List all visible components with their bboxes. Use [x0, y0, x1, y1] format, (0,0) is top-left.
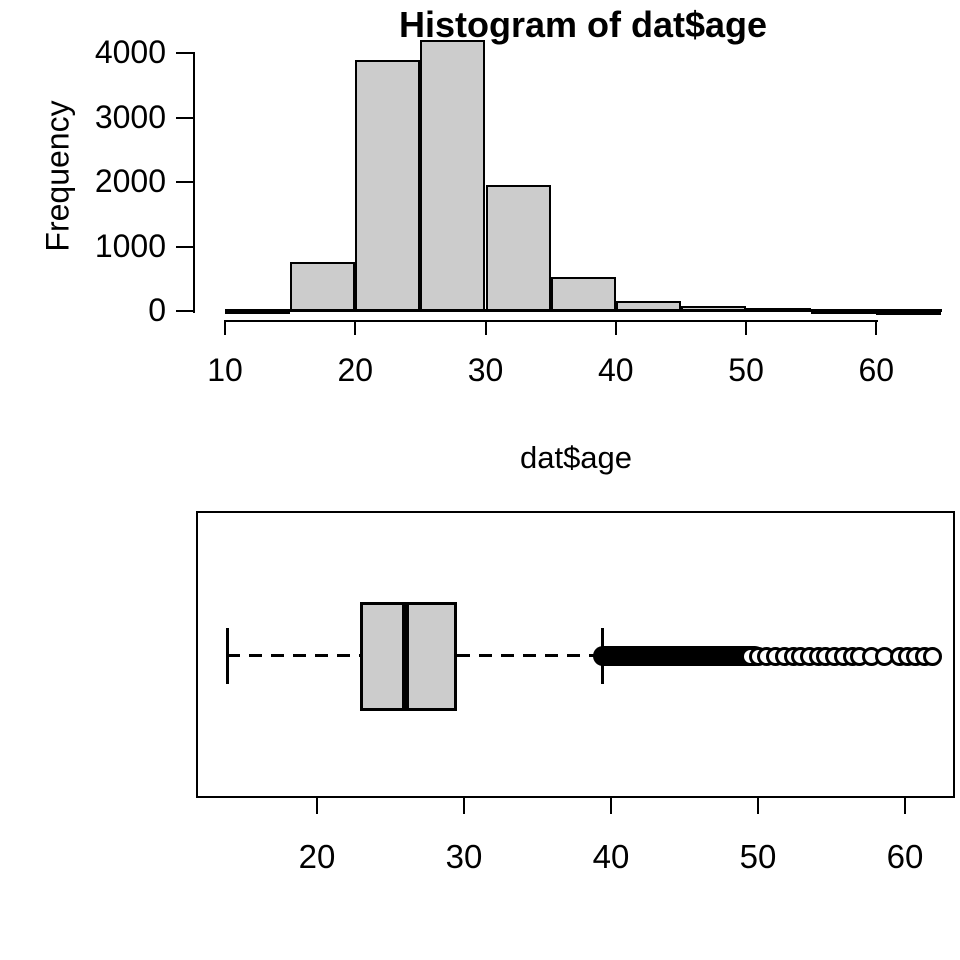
boxplot-x-tick: [610, 798, 612, 814]
x-tick: [354, 320, 357, 335]
y-tick-label: 0: [148, 291, 166, 328]
y-tick: [176, 245, 194, 248]
x-tick: [875, 320, 878, 335]
outlier-circle: [923, 646, 943, 666]
x-tick: [745, 320, 748, 335]
boxplot-x-tick-label: 20: [298, 838, 336, 875]
histogram-xlabel: dat$age: [519, 440, 633, 475]
hist-bar: [680, 306, 746, 311]
hist-bar: [811, 309, 877, 314]
upper-whisker-line: [456, 654, 603, 657]
x-tick-label: 60: [858, 352, 895, 388]
histogram-x-axis: [224, 320, 878, 322]
outlier-band: [593, 646, 766, 666]
y-tick: [176, 181, 194, 183]
median-line: [401, 602, 409, 711]
x-tick-label: 10: [207, 352, 243, 388]
lower-whisker-line: [227, 654, 360, 657]
histogram-title: Histogram of dat$age: [398, 4, 768, 45]
hist-bar: [485, 184, 551, 311]
boxplot-x-tick-label: 40: [592, 838, 630, 875]
boxplot-x-tick-label: 50: [739, 838, 777, 875]
boxplot-x-tick: [316, 798, 318, 814]
hist-bar: [550, 276, 616, 311]
boxplot-x-tick-label: 60: [886, 838, 924, 875]
histogram-y-axis: [193, 52, 195, 313]
x-tick-label: 50: [728, 352, 764, 388]
boxplot-x-tick: [904, 798, 906, 814]
boxplot-x-tick: [757, 798, 759, 814]
y-tick-label: 4000: [94, 33, 166, 70]
y-tick: [176, 116, 194, 119]
y-tick-label: 1000: [94, 227, 166, 264]
x-tick: [484, 320, 487, 335]
x-tick: [614, 320, 617, 335]
x-tick-label: 40: [598, 352, 634, 388]
hist-bar: [225, 309, 291, 314]
boxplot-x-tick: [463, 798, 465, 814]
x-tick: [224, 320, 226, 335]
hist-bar: [355, 60, 421, 311]
hist-bar: [290, 262, 356, 311]
hist-bar: [420, 40, 486, 311]
boxplot-x-tick-label: 30: [445, 838, 483, 875]
hist-bar: [615, 301, 681, 311]
x-tick-label: 20: [337, 352, 374, 388]
hist-bar: [876, 310, 942, 315]
y-tick-label: 3000: [94, 98, 166, 135]
y-tick: [176, 52, 194, 54]
y-tick: [176, 310, 194, 312]
y-tick-label: 2000: [94, 162, 166, 199]
x-tick-label: 30: [467, 352, 504, 388]
histogram-ylabel: Frequency: [39, 100, 76, 252]
hist-bar: [746, 307, 812, 312]
